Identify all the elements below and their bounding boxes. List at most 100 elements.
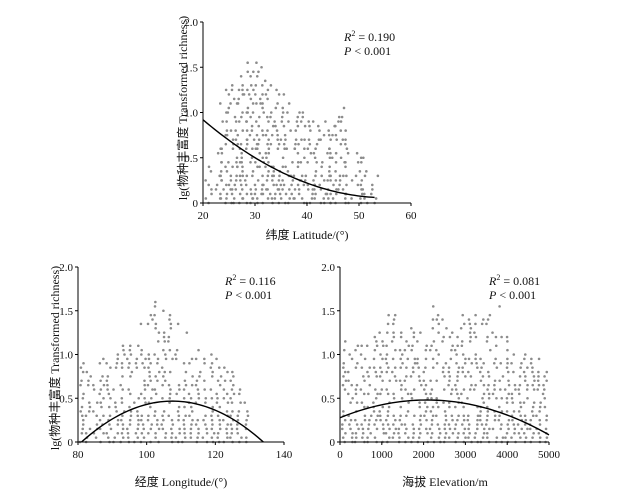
elevation-data-point (391, 436, 395, 439)
latitude-data-point (328, 147, 331, 150)
elevation-data-point (545, 418, 548, 422)
longitude-data-point (191, 418, 194, 422)
elevation-data-point (461, 313, 465, 317)
latitude-data-point (255, 75, 259, 78)
latitude-data-point (358, 170, 362, 173)
elevation-data-point (366, 436, 369, 439)
latitude-data-point (255, 61, 258, 65)
longitude-data-point (230, 388, 234, 391)
elevation-data-point (447, 401, 451, 404)
latitude-data-point (294, 129, 298, 132)
latitude-data-point (344, 160, 347, 164)
longitude-data-point (87, 401, 91, 404)
longitude-data-point (236, 423, 239, 426)
latitude-data-point (335, 188, 338, 191)
elevation-data-point (436, 423, 440, 426)
latitude-data-point (249, 160, 252, 164)
elevation-data-point (464, 357, 467, 361)
longitude-data-point (211, 410, 214, 413)
elevation-r2-value: = 0.081 (500, 274, 540, 288)
longitude-data-point (95, 414, 98, 418)
latitude-data-point (300, 197, 304, 200)
longitude-data-point (237, 410, 241, 413)
elevation-data-point (394, 348, 397, 352)
elevation-data-point (535, 414, 538, 418)
elevation-data-point (517, 410, 521, 413)
longitude-data-point (122, 348, 125, 352)
longitude-data-point (115, 410, 118, 413)
elevation-data-point (482, 318, 485, 321)
latitude-y-tick-label: 1.0 (184, 108, 198, 120)
longitude-data-point (129, 410, 133, 413)
latitude-data-point (316, 124, 320, 128)
elevation-data-point (545, 370, 549, 374)
elevation-data-point (461, 353, 465, 356)
elevation-data-point (430, 431, 434, 435)
longitude-data-point (137, 423, 140, 426)
elevation-data-point (526, 383, 529, 387)
elevation-data-point (437, 427, 441, 431)
latitude-data-point (237, 97, 240, 101)
elevation-data-point (375, 340, 378, 343)
latitude-data-point (256, 179, 260, 182)
elevation-data-point (428, 427, 432, 431)
longitude-data-point (153, 313, 156, 317)
latitude-data-point (313, 156, 317, 160)
elevation-data-point (537, 383, 541, 387)
elevation-data-point (456, 392, 459, 396)
longitude-data-point (164, 357, 168, 361)
longitude-data-point (98, 361, 102, 365)
elevation-data-point (411, 366, 415, 369)
longitude-data-point (99, 388, 103, 391)
longitude-data-point (215, 401, 219, 404)
latitude-data-point (338, 174, 342, 178)
longitude-panel: lg(物种丰富度 Transformed richness) 经度 Longit… (47, 262, 293, 489)
elevation-data-point (519, 414, 522, 418)
elevation-data-point (494, 335, 498, 339)
longitude-y-axis-title: lg(物种丰富度 Transformed richness) (47, 266, 62, 450)
latitude-data-point (220, 160, 223, 164)
elevation-data-point (431, 326, 435, 330)
latitude-data-point (337, 115, 341, 119)
elevation-data-point (493, 388, 496, 391)
longitude-data-point (199, 370, 202, 374)
longitude-data-point (81, 370, 85, 374)
elevation-data-point (513, 427, 517, 431)
longitude-data-point (182, 423, 186, 426)
longitude-data-point (203, 357, 206, 361)
elevation-data-point (474, 313, 477, 317)
elevation-data-point (387, 405, 391, 409)
elevation-data-point (393, 313, 397, 317)
longitude-data-point (197, 348, 200, 352)
elevation-data-point (469, 326, 473, 330)
elevation-data-point (430, 423, 434, 426)
elevation-data-point (461, 366, 464, 369)
elevation-data-point (482, 427, 486, 431)
latitude-data-point (220, 179, 223, 182)
latitude-data-point (303, 179, 307, 182)
latitude-data-point (266, 129, 269, 132)
longitude-data-point (147, 431, 150, 435)
longitude-data-point (120, 401, 124, 404)
elevation-data-point (393, 375, 397, 378)
elevation-data-point (536, 388, 540, 391)
latitude-data-point (239, 179, 242, 182)
elevation-data-point (463, 361, 467, 365)
latitude-data-point (281, 111, 285, 114)
latitude-data-point (237, 120, 241, 123)
elevation-data-point (441, 318, 444, 321)
elevation-data-point (374, 418, 378, 422)
longitude-data-point (156, 357, 160, 361)
elevation-data-point (342, 348, 346, 352)
elevation-data-point (448, 405, 451, 409)
longitude-data-point (81, 418, 85, 422)
elevation-data-point (486, 388, 489, 391)
elevation-data-point (512, 423, 516, 426)
latitude-data-point (339, 129, 343, 132)
latitude-data-point (280, 120, 284, 123)
elevation-data-point (359, 388, 363, 391)
elevation-data-point (495, 436, 499, 439)
latitude-data-point (260, 188, 264, 191)
longitude-data-point (160, 423, 163, 426)
elevation-data-point (424, 392, 428, 396)
